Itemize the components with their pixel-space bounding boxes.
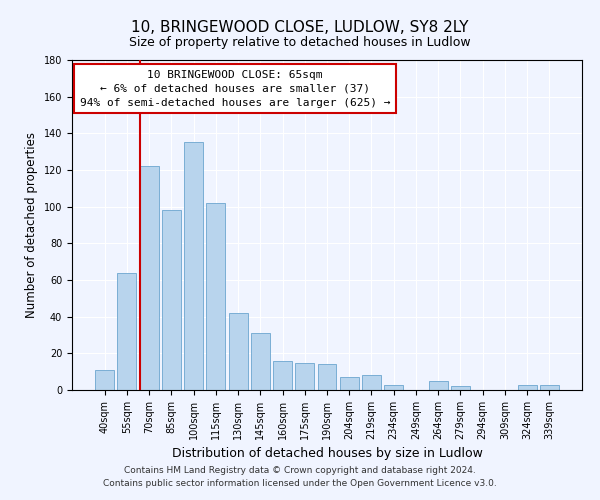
Text: Size of property relative to detached houses in Ludlow: Size of property relative to detached ho… <box>129 36 471 49</box>
Bar <box>251 333 270 390</box>
Bar <box>429 381 448 390</box>
Bar <box>273 360 292 390</box>
Bar <box>229 313 248 390</box>
Bar <box>384 384 403 390</box>
Bar <box>317 364 337 390</box>
Bar <box>540 384 559 390</box>
Bar <box>451 386 470 390</box>
Text: Contains HM Land Registry data © Crown copyright and database right 2024.
Contai: Contains HM Land Registry data © Crown c… <box>103 466 497 487</box>
Bar <box>140 166 158 390</box>
Bar <box>340 377 359 390</box>
Bar <box>162 210 181 390</box>
Bar <box>95 370 114 390</box>
Y-axis label: Number of detached properties: Number of detached properties <box>25 132 38 318</box>
Text: 10, BRINGEWOOD CLOSE, LUDLOW, SY8 2LY: 10, BRINGEWOOD CLOSE, LUDLOW, SY8 2LY <box>131 20 469 35</box>
Bar <box>118 272 136 390</box>
Bar <box>206 203 225 390</box>
Bar <box>518 384 536 390</box>
Bar <box>184 142 203 390</box>
Bar <box>362 376 381 390</box>
X-axis label: Distribution of detached houses by size in Ludlow: Distribution of detached houses by size … <box>172 448 482 460</box>
Text: 10 BRINGEWOOD CLOSE: 65sqm
← 6% of detached houses are smaller (37)
94% of semi-: 10 BRINGEWOOD CLOSE: 65sqm ← 6% of detac… <box>80 70 391 108</box>
Bar <box>295 362 314 390</box>
